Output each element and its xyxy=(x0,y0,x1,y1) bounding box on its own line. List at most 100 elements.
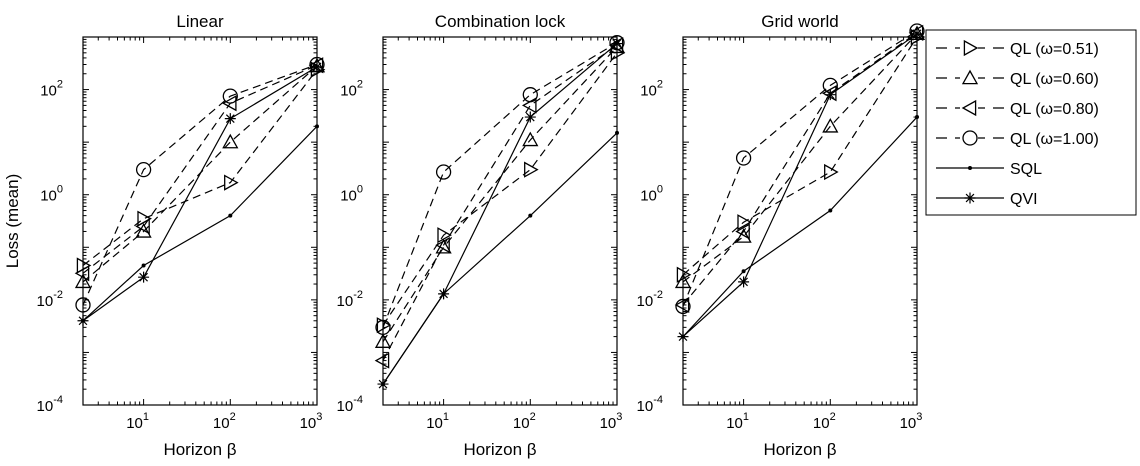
y-tick-label: 10-4 xyxy=(37,394,63,415)
legend-marker xyxy=(963,39,979,57)
series-line xyxy=(682,116,918,338)
x-axis-label: Horizon β xyxy=(163,440,236,459)
y-tick-label: 10-4 xyxy=(337,394,363,415)
x-tick-label: 101 xyxy=(426,411,449,432)
legend-entry: QL (ω=0.60) xyxy=(936,69,1099,88)
data-point xyxy=(308,57,324,74)
data-point xyxy=(674,296,690,314)
data-point xyxy=(735,228,752,243)
legend-entry: QL (ω=1.00) xyxy=(936,130,1099,148)
data-point xyxy=(376,317,392,334)
x-tick-label: 101 xyxy=(726,411,749,432)
data-point xyxy=(908,24,924,41)
legend-entry: QVI xyxy=(936,191,1038,208)
legend: QL (ω=0.51) QL (ω=0.60) QL (ω=0.80) QL (ω=1… xyxy=(925,29,1137,216)
data-point xyxy=(524,161,539,178)
data-point xyxy=(735,150,752,166)
y-ticks: 10-4 10-2 100 102 xyxy=(37,36,317,415)
series-ql-1-00 xyxy=(675,23,925,315)
series-line xyxy=(82,63,318,306)
series-ql-1-00 xyxy=(75,56,325,313)
legend-label: SQL xyxy=(1010,161,1042,178)
data-point xyxy=(609,35,625,51)
data-point xyxy=(74,273,92,289)
data-point xyxy=(615,130,619,135)
y-tick-label: 10-2 xyxy=(637,289,663,310)
series-ql-0-80 xyxy=(74,57,324,282)
series-ql-0-80 xyxy=(674,24,924,314)
legend-marker-bg xyxy=(960,40,978,56)
x-tick-label: 103 xyxy=(900,411,923,432)
data-point xyxy=(824,163,839,181)
series-group xyxy=(74,56,326,327)
data-point xyxy=(524,111,536,123)
y-ticks: 10-4 10-2 100 102 xyxy=(637,36,917,415)
data-point xyxy=(738,276,750,288)
legend-marker xyxy=(964,192,976,204)
legend-marker xyxy=(961,69,979,85)
data-point xyxy=(677,331,689,343)
y-tick-label: 100 xyxy=(340,184,363,205)
data-point xyxy=(822,117,839,133)
series-line xyxy=(82,64,318,274)
series-group xyxy=(374,35,626,390)
series-ql-1-00 xyxy=(375,35,625,335)
y-tick-label: 102 xyxy=(640,79,663,100)
y-tick-label: 10-4 xyxy=(637,394,663,415)
series-line xyxy=(682,30,918,307)
data-point xyxy=(138,271,150,283)
data-point xyxy=(374,352,390,369)
series-ql-0-80 xyxy=(374,37,624,369)
series-line xyxy=(382,52,618,326)
data-point xyxy=(611,38,623,50)
data-point xyxy=(77,315,89,327)
y-tick-label: 100 xyxy=(40,184,63,205)
series-ql-0-51 xyxy=(676,28,926,283)
y-axis-label: Loss (mean) xyxy=(3,174,22,268)
data-point xyxy=(135,218,150,235)
legend-label: QL (ω=0.80) xyxy=(1010,101,1099,118)
x-ticks: 101 102 103 xyxy=(382,37,622,432)
data-point xyxy=(375,319,391,335)
legend-entry: QL (ω=0.80) xyxy=(936,99,1099,118)
series-line xyxy=(682,33,918,283)
data-point xyxy=(608,37,624,54)
series-qvi xyxy=(377,38,623,390)
data-point xyxy=(228,213,233,218)
plot-frame xyxy=(682,36,918,406)
plot-frame xyxy=(382,36,618,406)
data-point xyxy=(222,88,238,104)
data-point xyxy=(674,273,692,289)
legend-box xyxy=(925,29,1137,216)
series-line xyxy=(382,42,618,328)
y-tick-label: 102 xyxy=(340,79,363,100)
data-point xyxy=(737,214,752,231)
x-tick-label: 102 xyxy=(213,411,236,432)
y-tick-label: 10-2 xyxy=(37,289,63,310)
legend-marker xyxy=(962,130,978,146)
series-group xyxy=(674,23,926,343)
chart-panels: Linear 101 102 103 10-4 10-2 100 102 Horizon β Lo… xyxy=(3,12,926,459)
data-point xyxy=(676,266,692,283)
x-axis-label: Horizon β xyxy=(763,440,836,459)
data-point xyxy=(741,269,746,274)
series-line xyxy=(682,36,918,276)
series-line xyxy=(682,32,918,306)
series-ql-0-60 xyxy=(674,25,926,289)
data-point xyxy=(522,87,538,103)
legend-marker xyxy=(961,99,977,117)
series-line xyxy=(82,125,318,322)
legend-label: QL (ω=1.00) xyxy=(1010,131,1099,148)
data-point xyxy=(224,174,239,191)
y-tick-label: 102 xyxy=(40,79,63,100)
data-point xyxy=(437,227,452,244)
chart-panel-2: Combination lock 101 102 103 10-4 10-2 100 102 H… xyxy=(337,12,626,459)
series-line xyxy=(682,33,918,338)
data-point xyxy=(828,208,833,213)
chart-panel-3: Grid world 101 102 103 10-4 10-2 100 102 Horizon… xyxy=(637,12,926,459)
data-point xyxy=(75,297,91,313)
x-ticks: 101 102 103 xyxy=(682,37,923,432)
data-point xyxy=(141,263,146,268)
series-sql xyxy=(381,130,619,387)
data-point xyxy=(438,288,450,300)
